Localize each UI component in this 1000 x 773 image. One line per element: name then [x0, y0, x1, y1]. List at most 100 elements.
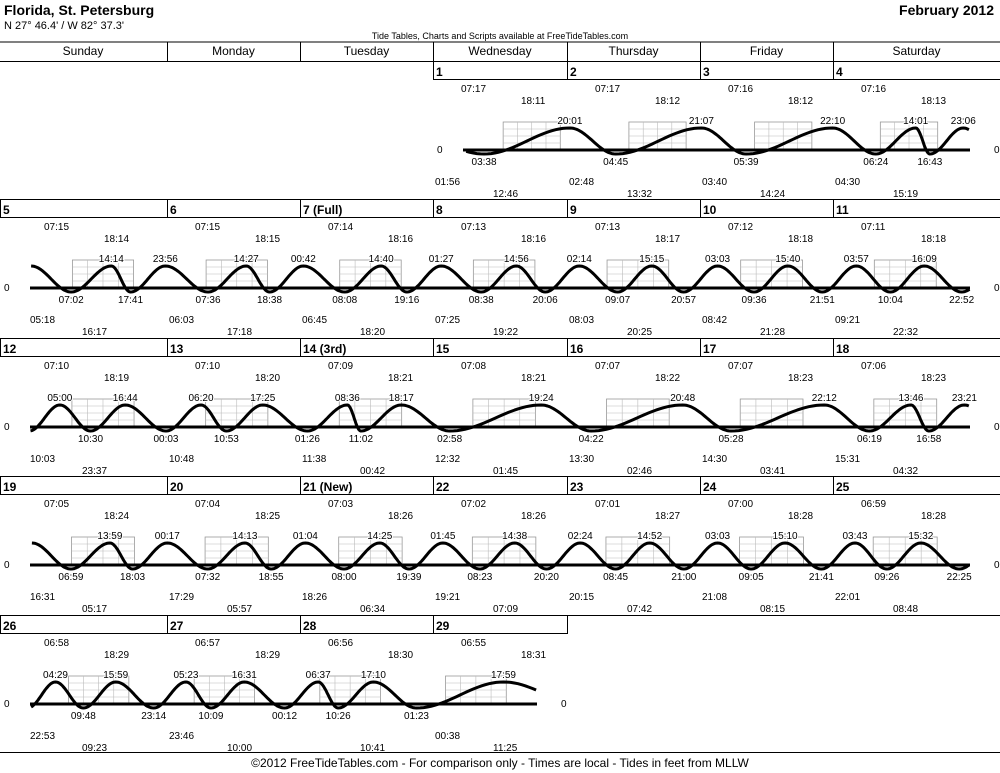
high-tide-label: 16:44 — [113, 393, 138, 404]
day-number: 25 — [836, 480, 850, 494]
high-tide-label: 14:13 — [232, 531, 257, 542]
high-tide-label: 17:59 — [491, 670, 516, 681]
moonrise-time: 22:32 — [893, 327, 918, 338]
low-tide-label: 23:14 — [141, 711, 166, 722]
day-number: 15 — [436, 342, 450, 356]
high-tide-label: 02:24 — [568, 531, 593, 542]
weekday-header: Sunday Monday Tuesday Wednesday Thursday… — [0, 42, 1000, 61]
high-tide-label: 16:31 — [232, 670, 257, 681]
weekday-tuesday: Tuesday — [343, 44, 390, 58]
day-number: 1 — [436, 65, 443, 79]
weekday-thursday: Thursday — [608, 44, 659, 58]
sunset-time: 18:19 — [104, 373, 129, 384]
low-tide-label: 20:57 — [671, 295, 696, 306]
day-number: 26 — [3, 619, 17, 633]
moonrise-time: 08:48 — [893, 604, 918, 615]
tide-curve — [465, 126, 970, 156]
sunset-time: 18:20 — [255, 373, 280, 384]
day-number: 12 — [3, 342, 17, 356]
sunrise-time: 07:16 — [861, 84, 886, 95]
moonset-time: 00:38 — [435, 731, 460, 742]
low-tide-label: 09:48 — [71, 711, 96, 722]
sunrise-time: 07:05 — [44, 499, 69, 510]
moonset-time: 20:15 — [569, 592, 594, 603]
sunrise-time: 07:13 — [595, 222, 620, 233]
day-number: 24 — [703, 480, 717, 494]
high-tide-label: 14:27 — [234, 254, 259, 265]
moonset-time: 19:21 — [435, 592, 460, 603]
sunrise-time: 06:57 — [195, 638, 220, 649]
high-tide-label: 04:29 — [43, 670, 68, 681]
moonset-time: 08:03 — [569, 315, 594, 326]
sunrise-time: 07:17 — [595, 84, 620, 95]
low-tide-label: 22:52 — [949, 295, 974, 306]
sunrise-time: 07:17 — [461, 84, 486, 95]
sunrise-time: 07:09 — [328, 361, 353, 372]
high-tide-label: 15:59 — [103, 670, 128, 681]
zero-label-left: 0 — [4, 283, 10, 294]
sunrise-time: 07:12 — [728, 222, 753, 233]
high-tide-label: 20:01 — [557, 116, 582, 127]
sunset-time: 18:28 — [788, 511, 813, 522]
zero-label-left: 0 — [4, 699, 10, 710]
high-tide-label: 05:23 — [173, 670, 198, 681]
high-tide-label: 14:25 — [367, 531, 392, 542]
low-tide-label: 08:08 — [332, 295, 357, 306]
high-tide-label: 21:07 — [689, 116, 714, 127]
low-tide-label: 21:51 — [810, 295, 835, 306]
high-tide-label: 06:37 — [306, 670, 331, 681]
sunset-time: 18:27 — [655, 511, 680, 522]
low-tide-label: 04:22 — [579, 434, 604, 445]
sunset-time: 18:11 — [521, 96, 546, 107]
low-tide-label: 22:25 — [947, 572, 972, 583]
high-tide-label: 14:56 — [504, 254, 529, 265]
high-tide-label: 17:10 — [361, 670, 386, 681]
low-tide-label: 08:00 — [331, 572, 356, 583]
sunset-time: 18:24 — [104, 511, 129, 522]
moonrise-time: 10:00 — [227, 743, 252, 754]
day-number: 19 — [3, 480, 17, 494]
moonset-time: 04:30 — [835, 177, 860, 188]
high-tide-label: 00:17 — [155, 531, 180, 542]
high-tide-label: 23:21 — [952, 393, 977, 404]
low-tide-label: 09:07 — [605, 295, 630, 306]
moonrise-time: 08:15 — [760, 604, 785, 615]
high-tide-label: 02:14 — [567, 254, 592, 265]
sunrise-time: 07:10 — [195, 361, 220, 372]
sunset-time: 18:25 — [255, 511, 280, 522]
zero-label-left: 0 — [4, 422, 10, 433]
low-tide-label: 18:38 — [257, 295, 282, 306]
high-tide-label: 01:04 — [293, 531, 318, 542]
low-tide-label: 02:58 — [437, 434, 462, 445]
day-number: 29 — [436, 619, 450, 633]
day-number: 4 — [836, 65, 843, 79]
sunset-time: 18:16 — [521, 234, 546, 245]
sunset-time: 18:22 — [655, 373, 680, 384]
high-tide-label: 01:45 — [430, 531, 455, 542]
high-tide-label: 20:48 — [670, 393, 695, 404]
high-tide-label: 23:06 — [951, 116, 976, 127]
day-number: 14 (3rd) — [303, 342, 346, 356]
sunrise-time: 07:07 — [595, 361, 620, 372]
high-tide-label: 13:46 — [898, 393, 923, 404]
moonset-time: 13:30 — [569, 454, 594, 465]
low-tide-label: 20:20 — [534, 572, 559, 583]
moonrise-time: 20:25 — [627, 327, 652, 338]
sunrise-time: 07:14 — [328, 222, 353, 233]
low-tide-label: 05:28 — [719, 434, 744, 445]
moonrise-time: 09:23 — [82, 743, 107, 754]
day-number: 5 — [3, 203, 10, 217]
moonset-time: 12:32 — [435, 454, 460, 465]
moonset-time: 17:29 — [169, 592, 194, 603]
low-tide-label: 00:03 — [153, 434, 178, 445]
moonrise-time: 11:25 — [493, 743, 518, 754]
moonset-time: 18:26 — [302, 592, 327, 603]
zero-label-right: 0 — [561, 699, 567, 710]
day-number: 28 — [303, 619, 317, 633]
moonrise-time: 10:41 — [360, 743, 385, 754]
moonset-time: 06:45 — [302, 315, 327, 326]
day-number: 27 — [170, 619, 184, 633]
low-tide-label: 19:39 — [396, 572, 421, 583]
low-tide-label: 10:26 — [326, 711, 351, 722]
